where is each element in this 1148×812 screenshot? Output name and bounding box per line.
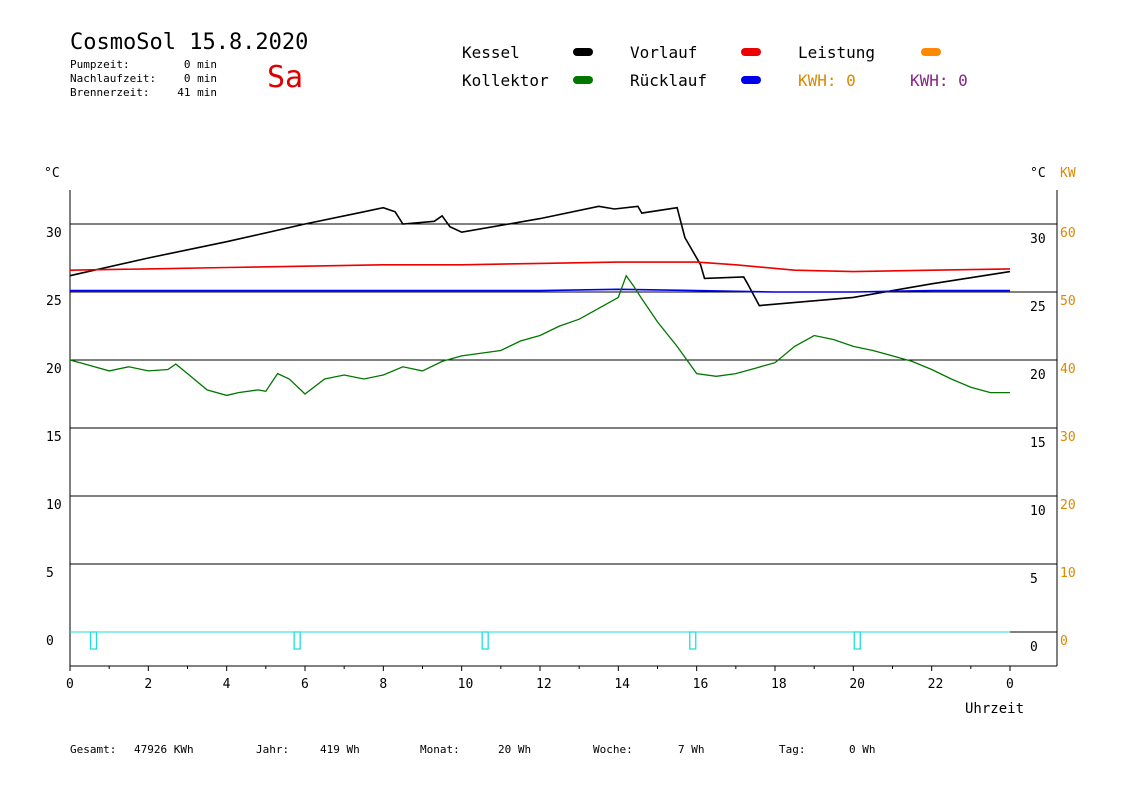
y-tick-right-30: 30 (1030, 232, 1046, 247)
x-tick-label-12: 0 (1006, 677, 1014, 692)
legend-swatch-leistung (921, 48, 941, 56)
legend-swatch-kessel (573, 48, 593, 56)
legend-swatch-vorlauf (741, 48, 761, 56)
legend-kollektor-label: Kollektor (462, 71, 549, 90)
footer-monat-label: Monat: (420, 743, 460, 756)
y-tick-kw-40: 40 (1060, 362, 1076, 377)
footer-tag-label: Tag: (779, 743, 806, 756)
nachlauf-time-value: 0 min (183, 72, 217, 85)
y-axis-right-unit: °C (1030, 166, 1046, 181)
pump-time-value: 0 min (183, 58, 217, 71)
y-tick-kw-20: 20 (1060, 498, 1076, 513)
weekday-label: Sa (267, 60, 304, 95)
y-tick-right-25: 25 (1030, 300, 1046, 315)
y-tick-right-10: 10 (1030, 504, 1046, 519)
footer-gesamt-value: 47926 KWh (134, 743, 194, 756)
nachlauf-time-label: Nachlaufzeit: (70, 72, 157, 85)
y-tick-kw-50: 50 (1060, 294, 1076, 309)
y-tick-kw-0: 0 (1060, 634, 1068, 649)
legend-swatch-ruecklauf (741, 76, 761, 84)
pump-marker-1 (293, 631, 301, 650)
pump-marker-4 (853, 631, 861, 650)
y-tick-left-5: 5 (46, 566, 54, 581)
x-tick-label-2: 4 (223, 677, 231, 692)
footer-tag-value: 0 Wh (849, 743, 876, 756)
legend-ruecklauf-label: Rücklauf (630, 71, 708, 90)
legend-kessel-label: Kessel (462, 43, 520, 62)
legend-swatch-kollektor (573, 76, 593, 84)
y-tick-left-25: 25 (46, 294, 62, 309)
y-tick-left-20: 20 (46, 362, 62, 377)
x-tick-label-6: 12 (536, 677, 552, 692)
y-axis-kw-unit: KW (1060, 166, 1076, 181)
x-tick-label-11: 22 (928, 677, 944, 692)
x-tick-label-10: 20 (849, 677, 865, 692)
footer-woche-label: Woche: (593, 743, 633, 756)
footer-jahr-value: 419 Wh (320, 743, 360, 756)
pump-marker-2 (481, 631, 489, 650)
footer-gesamt-label: Gesamt: (70, 743, 117, 756)
x-tick-label-5: 10 (458, 677, 474, 692)
series-ruecklauf (70, 288, 1010, 293)
series-vorlauf (69, 261, 1011, 273)
y-tick-right-5: 5 (1030, 572, 1038, 587)
y-tick-right-20: 20 (1030, 368, 1046, 383)
x-axis-label: Uhrzeit (965, 701, 1025, 717)
x-tick-label-9: 18 (771, 677, 787, 692)
x-tick-label-7: 14 (614, 677, 630, 692)
y-axis-left-unit: °C (44, 166, 60, 181)
x-tick-label-1: 2 (144, 677, 152, 692)
y-tick-left-0: 0 (46, 634, 54, 649)
brenner-time-label: Brennerzeit: (70, 86, 150, 99)
pump-time-label: Pumpzeit: (70, 58, 130, 71)
footer-woche-value: 7 Wh (678, 743, 705, 756)
y-tick-left-15: 15 (46, 430, 62, 445)
series-kollektor (69, 274, 1010, 397)
legend-kwh-purple: KWH: 0 (910, 71, 968, 90)
footer-monat-value: 20 Wh (498, 743, 532, 756)
y-tick-left-30: 30 (46, 226, 62, 241)
chart-title: CosmoSol 15.8.2020 (70, 30, 309, 55)
y-tick-kw-30: 30 (1060, 430, 1076, 445)
x-tick-label-3: 6 (301, 677, 309, 692)
y-tick-right-15: 15 (1030, 436, 1046, 451)
x-tick-label-8: 16 (693, 677, 709, 692)
footer-jahr-label: Jahr: (256, 743, 290, 756)
legend-vorlauf-label: Vorlauf (630, 43, 698, 62)
y-tick-kw-10: 10 (1060, 566, 1076, 581)
y-tick-right-0: 0 (1030, 640, 1038, 655)
pump-marker-3 (689, 631, 697, 650)
y-tick-kw-60: 60 (1060, 226, 1076, 241)
y-tick-left-10: 10 (46, 498, 62, 513)
x-tick-label-4: 8 (379, 677, 387, 692)
legend-leistung-label: Leistung (798, 43, 876, 62)
brenner-time-value: 41 min (177, 86, 217, 99)
series-kessel (69, 205, 1011, 307)
legend-kwh-orange: KWH: 0 (798, 71, 856, 90)
pump-marker-0 (89, 631, 98, 650)
x-tick-label-0: 0 (66, 677, 74, 692)
